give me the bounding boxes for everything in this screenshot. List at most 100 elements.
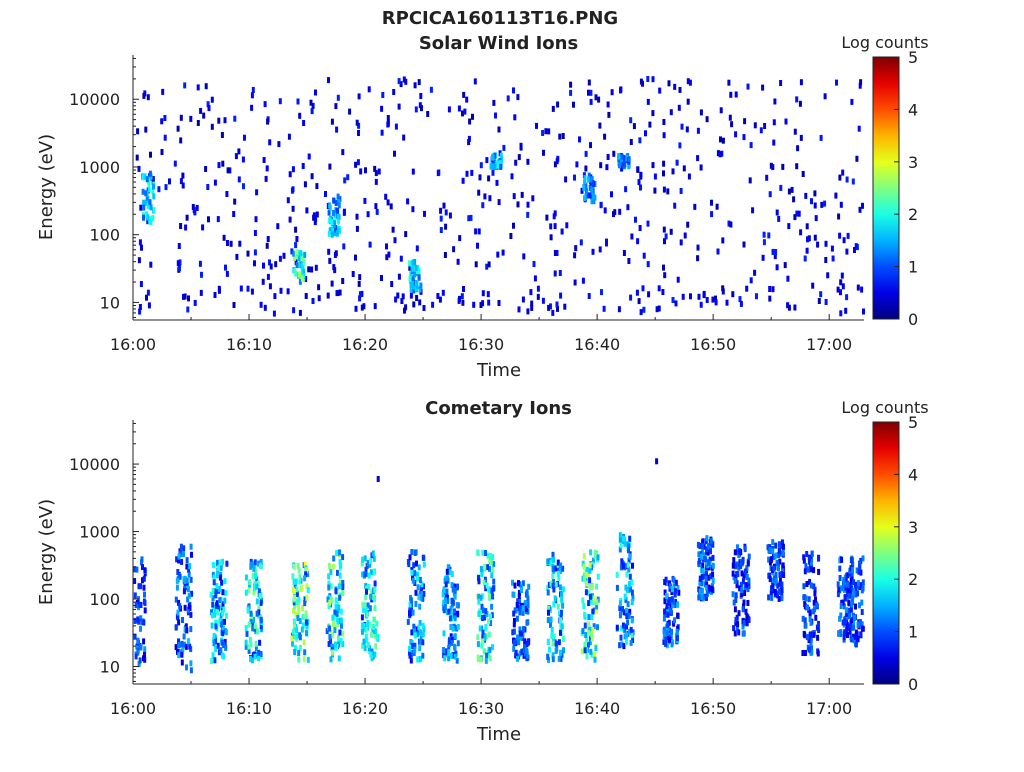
heatmap-cell — [327, 562, 331, 569]
heatmap-cell — [375, 208, 379, 215]
heatmap-cell — [415, 245, 419, 252]
heatmap-cell — [546, 584, 550, 591]
heatmap-cell — [354, 161, 358, 168]
heatmap-cell — [560, 228, 564, 235]
heatmap-cell — [830, 245, 834, 252]
heatmap-cell — [298, 112, 302, 119]
heatmap-cell — [189, 115, 193, 122]
heatmap-cell — [673, 617, 677, 624]
heatmap-cell — [742, 572, 746, 579]
heatmap-cell — [753, 269, 757, 276]
heatmap-cell — [421, 622, 425, 629]
heatmap-cell — [595, 599, 599, 606]
heatmap-cell — [802, 583, 806, 590]
heatmap-cell — [773, 253, 777, 260]
heatmap-cell — [587, 614, 591, 621]
heatmap-cell — [582, 184, 586, 191]
heatmap-cell — [474, 261, 478, 268]
heatmap-cell — [474, 228, 478, 235]
heatmap-cell — [768, 191, 772, 198]
heatmap-cell — [294, 611, 298, 618]
heatmap-cell — [175, 584, 179, 591]
heatmap-cell — [418, 620, 422, 626]
heatmap-cell — [272, 310, 276, 317]
heatmap-cell — [303, 575, 307, 582]
heatmap-cell — [491, 644, 494, 651]
heatmap-cell — [409, 657, 413, 664]
heatmap-cell — [177, 619, 181, 626]
heatmap-cell — [815, 601, 819, 608]
heatmap-cell — [462, 91, 466, 98]
heatmap-cell — [245, 630, 249, 637]
heatmap-cell — [842, 237, 846, 244]
heatmap-cell — [592, 193, 596, 200]
heatmap-cell — [838, 174, 842, 181]
heatmap-cell — [497, 199, 501, 206]
heatmap-cell — [199, 289, 203, 296]
heatmap-cell — [731, 570, 735, 577]
heatmap-cell — [185, 557, 189, 564]
heatmap-cell — [258, 592, 262, 599]
heatmap-cell — [704, 538, 708, 545]
heatmap-cell — [583, 622, 587, 629]
heatmap-cell — [518, 598, 521, 605]
heatmap-cell — [461, 177, 465, 184]
heatmap-cell — [485, 263, 489, 270]
heatmap-cell — [626, 619, 630, 626]
heatmap-cell — [368, 645, 371, 652]
heatmap-cell — [806, 604, 809, 611]
heatmap-cell — [260, 626, 264, 633]
x-tick-label: 17:00 — [806, 699, 852, 718]
heatmap-cell — [607, 111, 611, 118]
heatmap-cell — [559, 629, 562, 636]
heatmap-cell — [211, 601, 215, 608]
heatmap-cell — [812, 631, 816, 638]
heatmap-cell — [196, 120, 200, 126]
heatmap-cell — [341, 149, 345, 156]
heatmap-cell — [586, 630, 590, 637]
heatmap-cell — [447, 641, 451, 648]
heatmap-cell — [487, 586, 491, 593]
heatmap-cell — [782, 572, 786, 578]
heatmap-cell — [450, 639, 454, 646]
heatmap-cell — [768, 559, 772, 566]
heatmap-cell — [775, 264, 779, 271]
heatmap-cell — [447, 655, 451, 662]
heatmap-cell — [701, 595, 705, 602]
heatmap-cell — [860, 621, 864, 628]
heatmap-cell — [584, 165, 588, 172]
heatmap-cell — [266, 236, 270, 242]
heatmap-cell — [843, 629, 847, 636]
heatmap-cell — [147, 302, 151, 309]
heatmap-cell — [673, 202, 677, 209]
heatmap-cell — [711, 296, 715, 303]
heatmap-cell — [302, 259, 306, 266]
heatmap-cell — [210, 609, 214, 616]
heatmap-cell — [216, 565, 220, 572]
heatmap-cell — [328, 217, 332, 224]
heatmap-cell — [517, 639, 521, 646]
heatmap-cell — [580, 187, 584, 194]
heatmap-cell — [707, 574, 711, 581]
heatmap-cell — [620, 641, 624, 648]
heatmap-cell — [646, 98, 650, 105]
heatmap-cell — [209, 591, 213, 598]
heatmap-cell — [207, 105, 211, 112]
heatmap-cell — [860, 286, 864, 293]
heatmap-cell — [777, 547, 781, 554]
heatmap-cell — [669, 602, 673, 609]
heatmap-cell — [467, 215, 471, 222]
heatmap-cell — [759, 127, 763, 134]
heatmap-cell — [587, 172, 591, 179]
colorbar-tick-label: 5 — [908, 413, 918, 432]
heatmap-cell — [518, 650, 522, 657]
heatmap-cell — [217, 605, 221, 612]
heatmap-cell — [847, 613, 851, 620]
heatmap-cell — [360, 614, 364, 621]
heatmap-cell — [586, 572, 590, 579]
heatmap-cell — [368, 561, 372, 568]
heatmap-cell — [732, 625, 736, 632]
heatmap-cell — [465, 96, 469, 103]
heatmap-cell — [142, 638, 146, 645]
heatmap-cell — [673, 591, 677, 598]
